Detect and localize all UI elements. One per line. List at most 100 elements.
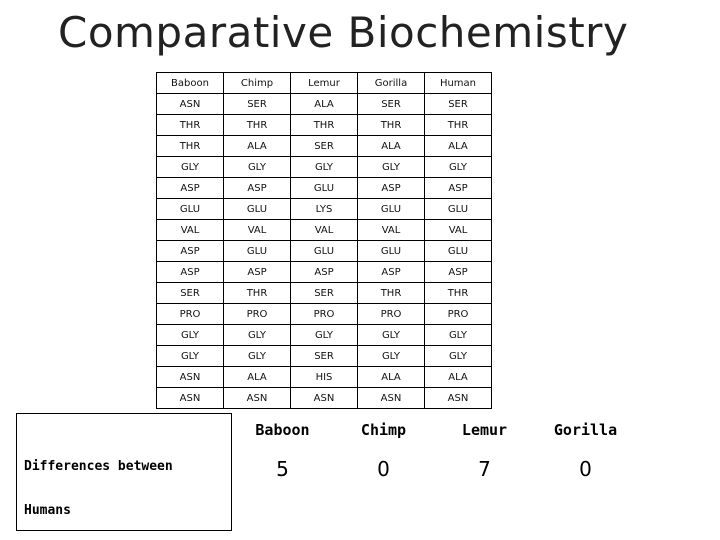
table-cell: ALA	[357, 135, 425, 157]
humans-label: Humans	[24, 503, 71, 518]
table-cell: SER	[223, 93, 291, 115]
difference-count: 7	[478, 457, 491, 481]
table-cell: VAL	[156, 219, 224, 241]
table-cell: ALA	[223, 135, 291, 157]
table-cell: ASN	[290, 387, 358, 409]
table-cell: SER	[290, 135, 358, 157]
table-cell: GLY	[424, 156, 492, 178]
table-row: ASP ASP GLU ASP ASP	[156, 177, 492, 199]
table-cell: THR	[424, 282, 492, 304]
table-row: SER THR SER THR THR	[156, 282, 492, 304]
table-cell: ASP	[156, 261, 224, 283]
table-cell: VAL	[357, 219, 425, 241]
table-cell: ALA	[223, 366, 291, 388]
table-row: ASN ASN ASN ASN ASN	[156, 387, 492, 409]
difference-column-baboon: Baboon 5	[232, 413, 333, 531]
table-cell: SER	[357, 93, 425, 115]
table-cell: GLU	[223, 240, 291, 262]
table-row: ASN ALA HIS ALA ALA	[156, 366, 492, 388]
column-header-baboon: Baboon	[156, 72, 224, 94]
difference-species-name: Lemur	[461, 421, 508, 439]
table-cell: ASP	[290, 261, 358, 283]
table-row: ASN SER ALA SER SER	[156, 93, 492, 115]
table-cell: LYS	[290, 198, 358, 220]
table-row: PRO PRO PRO PRO PRO	[156, 303, 492, 325]
table-cell: SER	[290, 282, 358, 304]
table-cell: ASP	[223, 177, 291, 199]
table-cell: ASP	[357, 177, 425, 199]
table-cell: GLU	[357, 240, 425, 262]
table-cell: ASN	[156, 93, 224, 115]
difference-species-name: Baboon	[255, 421, 310, 439]
difference-species-name: Gorilla	[553, 421, 618, 439]
difference-column-chimp: Chimp 0	[333, 413, 434, 531]
column-header-chimp: Chimp	[223, 72, 291, 94]
table-cell: GLY	[223, 156, 291, 178]
table-cell: ASN	[223, 387, 291, 409]
table-cell: ASP	[424, 177, 492, 199]
table-cell: THR	[357, 282, 425, 304]
table-cell: GLU	[223, 198, 291, 220]
table-cell: THR	[223, 282, 291, 304]
table-cell: VAL	[223, 219, 291, 241]
table-cell: GLU	[424, 240, 492, 262]
table-cell: GLY	[357, 345, 425, 367]
table-cell: THR	[290, 114, 358, 136]
table-cell: SER	[290, 345, 358, 367]
table-cell: PRO	[424, 303, 492, 325]
table-cell: GLY	[357, 324, 425, 346]
column-header-gorilla: Gorilla	[357, 72, 425, 94]
table-cell: ASP	[223, 261, 291, 283]
table-cell: GLU	[290, 240, 358, 262]
table-cell: ASN	[156, 387, 224, 409]
differences-grid: Baboon 5 Chimp 0 Lemur 7 Gorilla 0	[232, 413, 636, 531]
table-cell: GLY	[156, 345, 224, 367]
table-row: GLU GLU LYS GLU GLU	[156, 198, 492, 220]
table-cell: ASN	[357, 387, 425, 409]
table-cell: GLY	[223, 324, 291, 346]
table-cell: ASP	[424, 261, 492, 283]
table-cell: ALA	[424, 135, 492, 157]
table-row: GLY GLY SER GLY GLY	[156, 345, 492, 367]
table-cell: GLY	[424, 324, 492, 346]
table-cell: THR	[156, 114, 224, 136]
table-cell: ASP	[156, 177, 224, 199]
table-row: VAL VAL VAL VAL VAL	[156, 219, 492, 241]
table-cell: GLY	[424, 345, 492, 367]
table-row: GLY GLY GLY GLY GLY	[156, 156, 492, 178]
table-cell: ALA	[424, 366, 492, 388]
table-cell: SER	[156, 282, 224, 304]
difference-count: 0	[377, 457, 390, 481]
table-cell: THR	[156, 135, 224, 157]
table-cell: GLY	[156, 156, 224, 178]
table-cell: PRO	[357, 303, 425, 325]
table-cell: HIS	[290, 366, 358, 388]
table-cell: GLU	[357, 198, 425, 220]
table-cell: ALA	[357, 366, 425, 388]
table-cell: THR	[424, 114, 492, 136]
table-row: THR THR THR THR THR	[156, 114, 492, 136]
difference-column-lemur: Lemur 7	[434, 413, 535, 531]
table-cell: THR	[223, 114, 291, 136]
table-cell: GLY	[223, 345, 291, 367]
amino-acid-table: Baboon Chimp Lemur Gorilla Human ASN SER A…	[156, 72, 492, 409]
table-cell: GLU	[156, 198, 224, 220]
table-cell: GLY	[357, 156, 425, 178]
table-cell: ASP	[156, 240, 224, 262]
table-cell: VAL	[424, 219, 492, 241]
table-cell: PRO	[156, 303, 224, 325]
table-row: THR ALA SER ALA ALA	[156, 135, 492, 157]
difference-column-gorilla: Gorilla 0	[535, 413, 636, 531]
differences-label-box: Differences between Humans	[16, 413, 232, 531]
differences-label: Differences between	[24, 459, 173, 474]
table-cell: GLU	[290, 177, 358, 199]
table-cell: ASN	[156, 366, 224, 388]
difference-count: 5	[276, 457, 289, 481]
table-cell: PRO	[290, 303, 358, 325]
table-row: ASP ASP ASP ASP ASP	[156, 261, 492, 283]
column-header-human: Human	[424, 72, 492, 94]
difference-species-name: Chimp	[360, 421, 407, 439]
page-title: Comparative Biochemistry	[58, 8, 629, 57]
table-header-row: Baboon Chimp Lemur Gorilla Human	[156, 72, 492, 94]
column-header-lemur: Lemur	[290, 72, 358, 94]
